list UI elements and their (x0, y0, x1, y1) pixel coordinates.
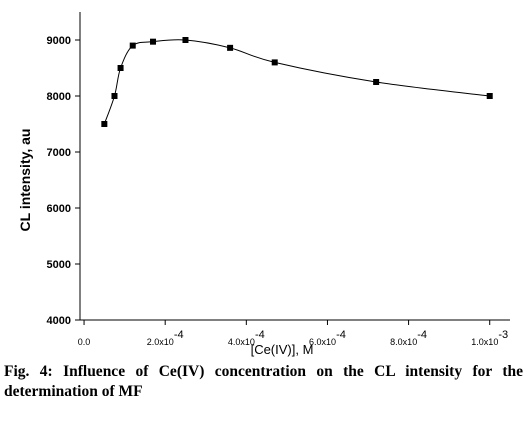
x-tick-label: 1.0x10-3 (471, 329, 508, 347)
y-tick-label: 9000 (47, 35, 71, 47)
y-axis-label: CL intensity, au (17, 129, 33, 232)
y-tick-label: 4000 (47, 315, 71, 327)
y-tick-label: 8000 (47, 91, 71, 103)
data-point (129, 42, 136, 49)
x-tick-label: 8.0x10-4 (390, 329, 427, 347)
y-tick-label: 5000 (47, 259, 71, 271)
x-tick-exponent: -4 (174, 329, 184, 341)
x-tick-exponent: -3 (498, 329, 508, 341)
chart-axes (79, 12, 510, 321)
data-point (111, 93, 118, 99)
data-point (373, 79, 380, 85)
data-point (150, 38, 157, 45)
x-axis-label: [Ce(IV)], M (251, 342, 314, 357)
y-axis-ticks: 4000 5000 6000 7000 8000 9000 (47, 35, 80, 327)
plot-area (101, 37, 493, 127)
x-tick-label: 6.0x10-4 (309, 329, 346, 347)
x-tick-label: 0.0 (78, 337, 91, 347)
data-point (101, 121, 108, 127)
x-tick-exponent: -4 (336, 329, 346, 341)
y-tick-label: 6000 (47, 203, 71, 215)
data-point (486, 93, 493, 99)
data-point (227, 44, 234, 51)
x-tick-label: 2.0x10-4 (147, 329, 184, 347)
figure-caption: Fig. 4: Influence of Ce(IV) concentratio… (4, 363, 523, 400)
y-tick-label: 7000 (47, 147, 71, 159)
x-tick-exponent: -4 (255, 329, 265, 341)
data-point (271, 59, 278, 66)
data-point (117, 65, 124, 71)
data-point (182, 37, 189, 43)
x-tick-exponent: -4 (417, 329, 427, 341)
series-line (103, 39, 490, 125)
